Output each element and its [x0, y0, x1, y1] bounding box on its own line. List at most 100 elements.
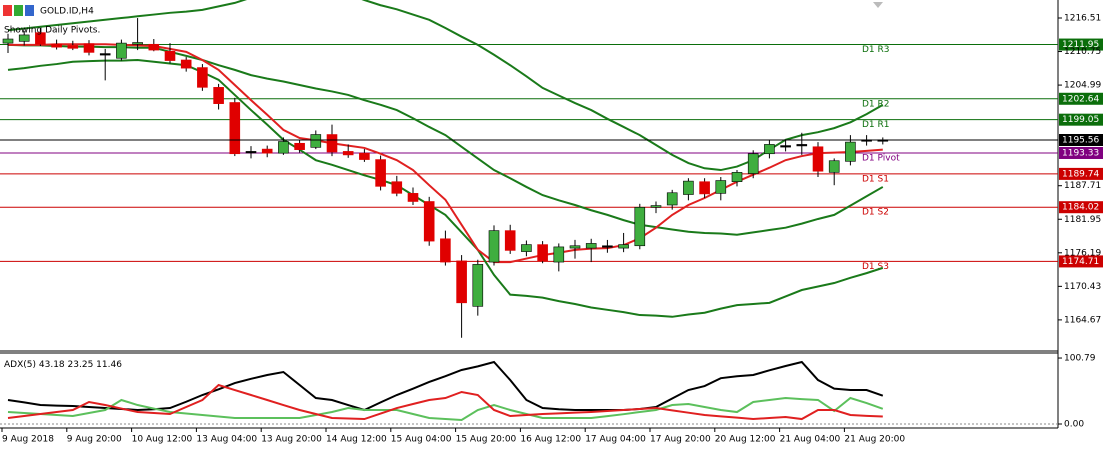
price-badge — [1059, 113, 1103, 126]
indicator-value: 11.46 — [96, 360, 122, 370]
y-tick-label: 100.79 — [1064, 354, 1096, 364]
x-tick-label: 9 Aug 20:00 — [67, 435, 122, 445]
candle-body — [99, 53, 111, 56]
candle-body — [51, 43, 62, 48]
y-tick-label: 1164.67 — [1064, 315, 1101, 325]
symbol-icon — [3, 5, 12, 16]
candle-body — [780, 145, 791, 148]
indicator-title: ADX(5) 43.18 23.25 11.46 — [4, 360, 122, 370]
y-tick-label: 1187.71 — [1064, 181, 1101, 191]
price-badge-label: 1174.71 — [1062, 257, 1099, 267]
candle-body — [602, 245, 613, 248]
price-badge-label: 1184.02 — [1062, 203, 1099, 213]
candle-body — [278, 141, 289, 154]
candle-body — [116, 42, 127, 59]
candle-body — [650, 205, 662, 208]
candle-body — [359, 152, 370, 160]
price-badge-label: 1193.33 — [1062, 148, 1099, 158]
candle-body — [213, 87, 224, 104]
candle-body — [828, 160, 840, 173]
indicator-name: ADX(5) — [4, 360, 36, 370]
x-tick-label: 14 Aug 12:00 — [326, 435, 387, 445]
price-badge-label: 1189.74 — [1062, 169, 1099, 179]
price-badge — [1059, 38, 1103, 51]
price-badge — [1059, 167, 1103, 180]
shift-marker — [873, 2, 883, 8]
price-badge-label: 1195.56 — [1062, 136, 1099, 146]
price-panel: D1 R3 D1 R2 D1 R1 D1 Pivot D1 S1 D1 S2 D1 S3 — [0, 0, 1058, 338]
adx-line — [7, 396, 884, 422]
pivot-label: D1 R3 — [862, 45, 890, 55]
candle-body — [796, 144, 808, 147]
candle-body — [132, 42, 143, 45]
pivot-label: D1 S3 — [862, 262, 889, 272]
candle-body — [537, 244, 548, 262]
adx-line — [7, 383, 883, 421]
candle-body — [326, 134, 338, 153]
price-badge — [1059, 201, 1103, 214]
price-badge-label: 1211.95 — [1062, 40, 1099, 50]
price-badge — [1059, 146, 1103, 159]
candle-body — [261, 148, 273, 154]
candle-body — [488, 230, 500, 263]
candle-body — [456, 260, 467, 304]
indicator-value: 43.18 — [39, 360, 65, 370]
x-tick-label: 15 Aug 20:00 — [456, 435, 517, 445]
x-tick-label: 16 Aug 12:00 — [520, 435, 581, 445]
x-tick-label: 13 Aug 20:00 — [261, 435, 322, 445]
candle-body — [683, 180, 694, 195]
candle-body — [440, 238, 451, 263]
candle-body — [67, 45, 79, 49]
pivot-label: D1 R1 — [862, 120, 890, 130]
y-tick-label: 1170.43 — [1064, 282, 1101, 292]
candle-body — [180, 59, 192, 69]
candle-body — [764, 144, 775, 155]
candle-body — [569, 245, 581, 249]
candle-body — [18, 34, 30, 42]
price-badge — [1059, 134, 1103, 146]
candle-body — [845, 141, 856, 162]
x-tick-label: 9 Aug 2018 — [2, 435, 54, 445]
overlay: GOLD.ID,H4 Showing Daily Pivots. ADX(5) … — [3, 5, 1103, 370]
candle-body — [294, 142, 305, 150]
candle-body — [731, 172, 743, 182]
price-badge-label: 1202.64 — [1062, 94, 1099, 104]
candle-body — [504, 230, 516, 251]
candle-body — [812, 146, 824, 172]
candle-body — [747, 153, 759, 174]
candle-body — [342, 151, 354, 156]
y-tick-label: 1216.51 — [1064, 13, 1101, 23]
candle-body — [164, 50, 176, 61]
candle-body — [634, 207, 646, 247]
candle-body — [310, 134, 322, 148]
candle-body — [618, 244, 629, 249]
candle-body — [35, 32, 46, 45]
candle-body — [197, 67, 208, 88]
candle-body — [423, 201, 435, 242]
price-badge — [1059, 255, 1103, 268]
x-tick-label: 17 Aug 04:00 — [585, 435, 646, 445]
indicator-line — [7, 58, 884, 318]
candle-body — [472, 264, 484, 307]
adx-panel — [0, 360, 1058, 425]
x-tick-label: 21 Aug 04:00 — [780, 435, 841, 445]
symbol-icon — [25, 5, 34, 16]
y-tick-label: 0.00 — [1064, 420, 1084, 430]
x-tick-label: 17 Aug 20:00 — [650, 435, 711, 445]
candle-body — [391, 181, 403, 194]
candle-body — [245, 151, 257, 154]
symbol-icon — [14, 5, 23, 16]
y-tick-label: 1210.75 — [1064, 47, 1101, 57]
y-tick-label: 1181.95 — [1064, 215, 1101, 225]
x-tick-label: 15 Aug 04:00 — [391, 435, 452, 445]
chart-title: GOLD.ID,H4 — [40, 7, 94, 17]
indicator-line — [7, 0, 884, 172]
candle-body — [229, 102, 241, 155]
chart-subtitle: Showing Daily Pivots. — [4, 26, 100, 36]
candle-body — [666, 192, 678, 206]
pivot-label: D1 Pivot — [862, 153, 900, 163]
candle-body — [585, 243, 597, 249]
price-badge-label: 1199.05 — [1062, 115, 1099, 125]
